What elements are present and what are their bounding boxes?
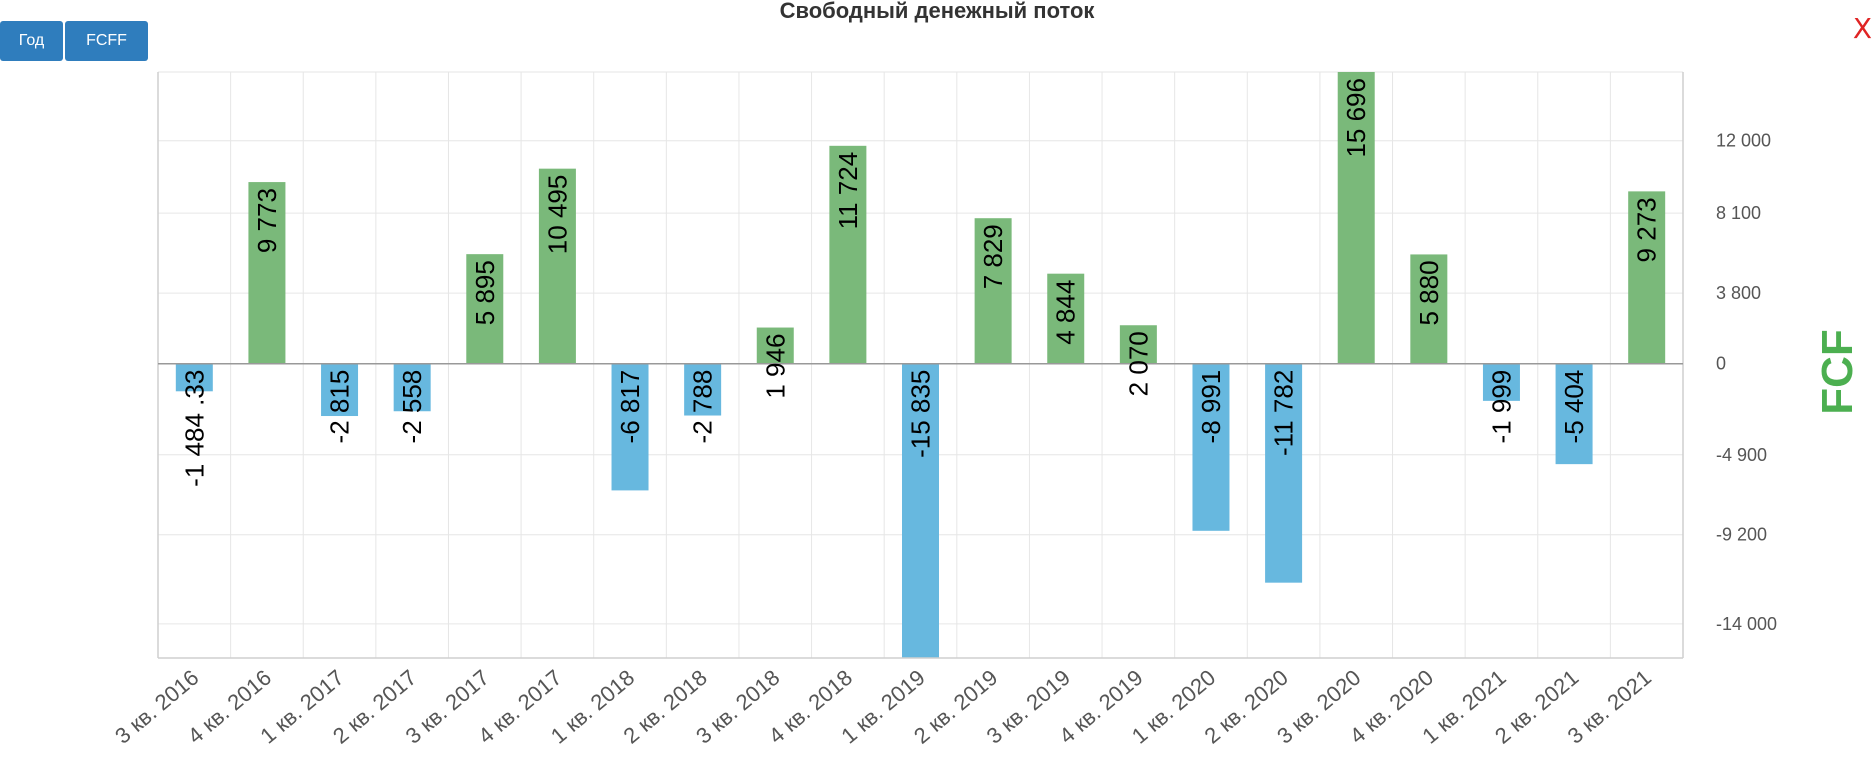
y-tick-label: 8 100 xyxy=(1716,203,1761,223)
data-label: -11 782 xyxy=(1269,370,1299,456)
data-label: -8 991 xyxy=(1196,370,1226,444)
data-label: 10 495 xyxy=(542,175,572,255)
data-label: 1 946 xyxy=(760,334,790,399)
data-label: -2 815 xyxy=(325,370,355,444)
data-label: 11 724 xyxy=(833,152,863,230)
year-button[interactable]: Год xyxy=(0,21,63,61)
data-label: -1 999 xyxy=(1486,370,1516,444)
period-toolbar: Год FCFF xyxy=(0,21,150,61)
y-tick-label: 12 000 xyxy=(1716,131,1771,151)
data-label: -15 835 xyxy=(906,370,936,458)
data-label: 9 773 xyxy=(252,188,282,253)
data-label: -1 484 .33 xyxy=(179,370,209,487)
data-label: -5 404 xyxy=(1559,370,1589,444)
data-label: 15 696 xyxy=(1341,78,1371,158)
bar xyxy=(1482,363,1520,401)
close-icon[interactable]: X xyxy=(1852,12,1872,45)
bar xyxy=(248,182,286,364)
data-labels: -1 484 .33 9 773 -2 815 -2 558 5 895 10 495 -6… xyxy=(179,78,1661,487)
fcff-button[interactable]: FCFF xyxy=(65,21,148,61)
bar xyxy=(902,363,939,658)
bar xyxy=(175,363,213,392)
bar xyxy=(611,363,649,491)
axes xyxy=(157,72,1684,659)
data-label: -2 788 xyxy=(688,370,718,444)
bar xyxy=(393,363,431,412)
data-label: 5 880 xyxy=(1414,260,1444,325)
data-label: -2 558 xyxy=(397,370,427,444)
data-label: 5 895 xyxy=(470,260,500,325)
bar xyxy=(974,218,1012,364)
bar xyxy=(466,254,504,364)
bar xyxy=(1337,72,1375,364)
y-tick-label: -4 900 xyxy=(1716,445,1767,465)
bar xyxy=(1265,363,1303,583)
bar xyxy=(1119,325,1157,364)
bar xyxy=(1628,191,1666,364)
bar xyxy=(1555,363,1593,465)
bar xyxy=(1047,273,1085,364)
bar xyxy=(684,363,722,416)
chart-title: Свободный денежный поток xyxy=(779,0,1095,23)
bars xyxy=(175,72,1666,658)
bar xyxy=(1410,254,1448,364)
data-label: 2 070 xyxy=(1123,331,1153,396)
bar xyxy=(1192,363,1230,531)
y-tick-labels: 12 000 8 100 3 800 0 -4 900 -9 200 -14 000 xyxy=(1716,131,1777,634)
y-tick-label: 3 800 xyxy=(1716,283,1761,303)
data-label: 9 273 xyxy=(1632,197,1662,262)
data-label: -6 817 xyxy=(615,370,645,444)
bar xyxy=(321,363,359,417)
data-label: 7 829 xyxy=(978,224,1008,289)
y-axis-title: FCF xyxy=(1813,329,1862,415)
bar xyxy=(756,327,794,364)
y-tick-label: -14 000 xyxy=(1716,614,1777,634)
data-label: 4 844 xyxy=(1051,280,1081,345)
y-tick-label: -9 200 xyxy=(1716,525,1767,545)
bar xyxy=(538,168,576,364)
y-tick-label: 0 xyxy=(1716,354,1726,374)
bar xyxy=(829,145,867,364)
